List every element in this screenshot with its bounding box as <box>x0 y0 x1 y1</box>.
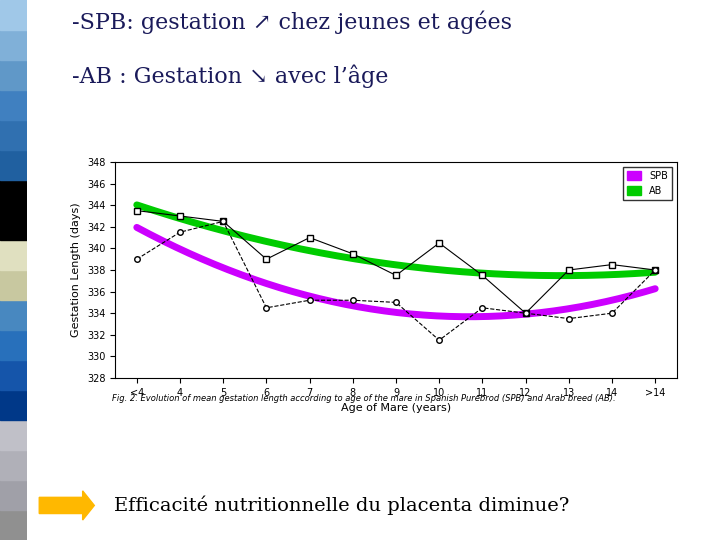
Bar <box>0 450 27 480</box>
Bar <box>0 210 27 240</box>
Bar <box>0 330 27 360</box>
X-axis label: Age of Mare (years): Age of Mare (years) <box>341 403 451 413</box>
FancyArrow shape <box>40 491 94 520</box>
Bar <box>0 0 27 30</box>
Bar <box>0 480 27 510</box>
Text: Efficacité nutritionnelle du placenta diminue?: Efficacité nutritionnelle du placenta di… <box>114 496 569 515</box>
Bar <box>0 390 27 420</box>
Bar <box>0 360 27 390</box>
Y-axis label: Gestation Length (days): Gestation Length (days) <box>71 202 81 338</box>
Bar <box>0 30 27 60</box>
Legend: SPB, AB: SPB, AB <box>623 167 672 199</box>
Bar <box>0 300 27 330</box>
Bar <box>0 180 27 210</box>
Bar <box>0 150 27 180</box>
Bar <box>0 90 27 120</box>
Text: -AB : Gestation ↘ avec l’âge: -AB : Gestation ↘ avec l’âge <box>72 65 388 89</box>
Bar <box>0 270 27 300</box>
Bar <box>0 510 27 540</box>
Bar <box>0 120 27 150</box>
Text: Fig. 2. Evolution of mean gestation length according to age of the mare in Spani: Fig. 2. Evolution of mean gestation leng… <box>112 394 615 403</box>
Bar <box>0 240 27 270</box>
Text: -SPB: gestation ↗ chez jeunes et agées: -SPB: gestation ↗ chez jeunes et agées <box>72 11 512 35</box>
Bar <box>0 60 27 90</box>
Bar <box>0 420 27 450</box>
